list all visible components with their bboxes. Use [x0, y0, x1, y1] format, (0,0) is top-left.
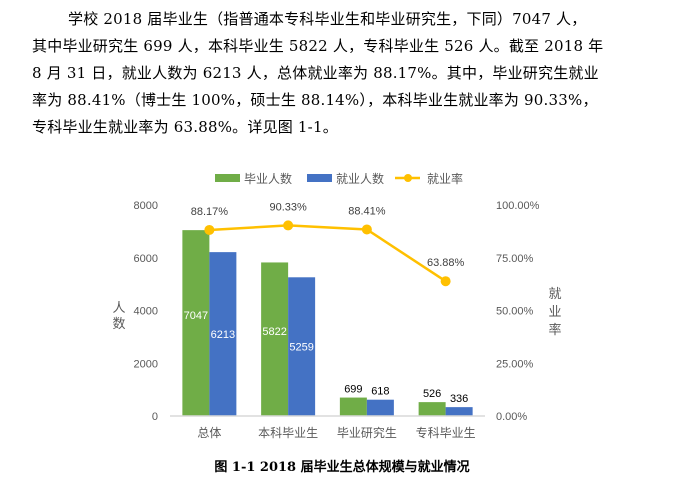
y2-axis-title-char: 率 — [548, 322, 561, 337]
y2-tick-label: 25.00% — [496, 358, 534, 370]
y2-tick-label: 0.00% — [496, 411, 527, 423]
x-tick-label: 本科毕业生 — [258, 426, 318, 440]
rate-point — [361, 224, 372, 235]
bar-data-label: 5822 — [262, 326, 286, 338]
y-tick-label: 0 — [152, 411, 158, 423]
y-axis-title-char: 人 — [112, 300, 125, 315]
legend-marker — [404, 174, 412, 182]
rate-data-label: 90.33% — [269, 201, 307, 213]
x-tick-label: 总体 — [197, 426, 221, 440]
legend-swatch — [215, 174, 240, 182]
legend-label: 就业率 — [427, 171, 463, 186]
bar-employed — [445, 407, 473, 416]
figure-caption: 图 1-1 2018 届毕业生总体规模与就业情况 — [214, 460, 470, 475]
rate-line — [209, 224, 447, 283]
paragraph-line: 其中毕业研究生 699 人，本科毕业生 5822 人，专科毕业生 526 人。截… — [32, 37, 604, 55]
x-tick-label: 专科毕业生 — [416, 425, 476, 440]
paragraph-line: 8 月 31 日，就业人数为 6213 人，总体就业率为 88.17%。其中，毕… — [32, 64, 599, 82]
rate-point — [204, 224, 215, 235]
x-tick-label: 毕业研究生 — [337, 425, 397, 440]
paragraph-line: 率为 88.41%（博士生 100%，硕士生 88.14%），本科毕业生就业率为… — [32, 91, 598, 109]
paragraph-line: 专科毕业生就业率为 63.88%。详见图 1-1。 — [32, 118, 338, 136]
bar-graduates — [182, 230, 210, 416]
bar-data-label: 699 — [344, 384, 362, 396]
bar-data-label: 6213 — [211, 329, 235, 341]
bar-data-label: 5259 — [289, 342, 313, 354]
y-axis-title-char: 数 — [112, 316, 125, 331]
y-tick-label: 8000 — [134, 200, 158, 212]
y2-tick-label: 50.00% — [496, 306, 534, 318]
bar-graduates — [339, 397, 367, 416]
y2-tick-label: 75.00% — [496, 253, 534, 265]
bar-graduates — [261, 262, 289, 416]
bar-data-label: 618 — [371, 386, 389, 398]
y-tick-label: 2000 — [134, 358, 158, 370]
y-tick-label: 4000 — [134, 306, 158, 318]
rate-point — [283, 220, 294, 231]
bar-employed — [366, 399, 394, 416]
bar-data-label: 526 — [423, 388, 441, 400]
y2-tick-label: 100.00% — [496, 200, 540, 212]
rate-data-label: 63.88% — [427, 257, 465, 269]
legend-swatch — [307, 174, 332, 182]
legend-label: 毕业人数 — [244, 171, 292, 186]
y-tick-label: 6000 — [134, 253, 158, 265]
rate-data-label: 88.41% — [348, 205, 386, 217]
paragraph-line: 学校 2018 届毕业生（指普通本专科毕业生和毕业研究生，下同）7047 人， — [68, 10, 587, 28]
bar-graduates — [418, 402, 446, 416]
legend-label: 就业人数 — [336, 171, 384, 186]
bar-data-label: 7047 — [184, 310, 208, 322]
rate-point — [440, 276, 451, 287]
y2-axis-title-char: 就 — [548, 286, 561, 301]
bar-employed — [209, 252, 237, 416]
y2-axis-title-char: 业 — [548, 304, 561, 319]
bar-data-label: 336 — [450, 393, 468, 405]
bar-employed — [288, 277, 316, 416]
rate-data-label: 88.17% — [191, 206, 229, 218]
